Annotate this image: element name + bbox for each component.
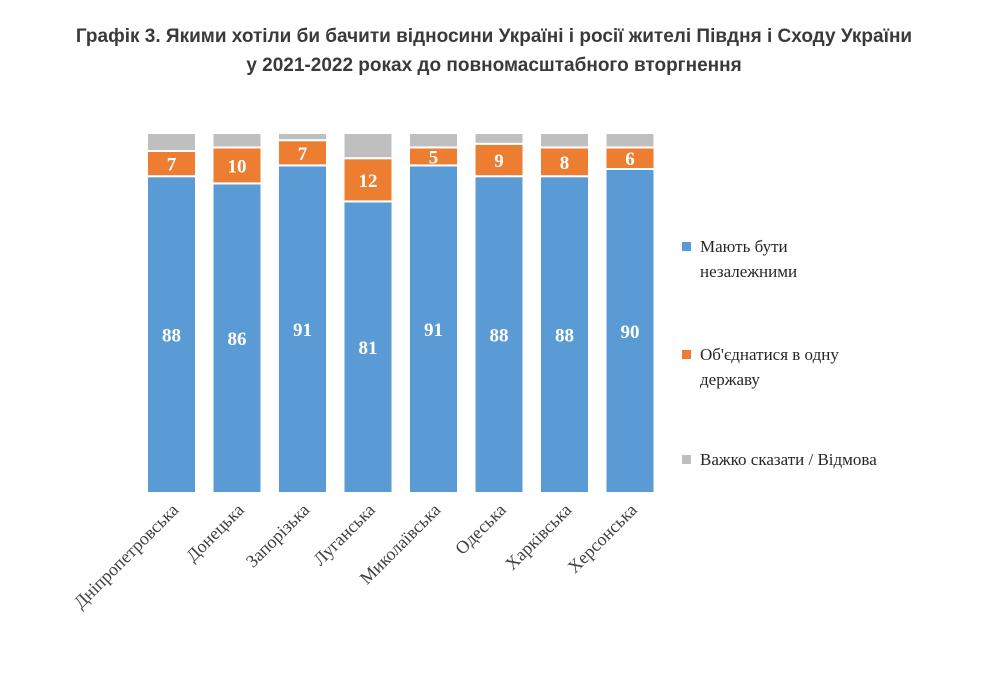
- bar-segment-3-6: [473, 132, 525, 145]
- legend-item-hard-to-say: Важко сказати / Відмова: [682, 447, 880, 472]
- data-label-2-7: 8: [560, 153, 570, 174]
- data-label-1-6: 88: [490, 326, 509, 347]
- bar-segment-3-1: [146, 132, 197, 152]
- chart-title-line-2: у 2021-2022 роках до повномасштабного вт…: [246, 55, 742, 76]
- data-label-2-6: 9: [494, 151, 504, 172]
- data-label-1-5: 91: [424, 320, 443, 341]
- data-label-2-5: 5: [429, 147, 439, 168]
- data-label-2-1: 7: [167, 155, 177, 176]
- legend-label-unite: Об'єднатися в одну державу: [700, 345, 839, 389]
- category-label-1: Дніпропетровська: [70, 500, 183, 613]
- category-label-4: Луганська: [309, 500, 379, 570]
- data-label-1-8: 90: [621, 322, 640, 343]
- legend-item-unite: Об'єднатися в одну державу: [682, 342, 880, 392]
- data-label-1-2: 86: [228, 329, 247, 350]
- legend-swatch-independent: [682, 242, 691, 251]
- category-label-8: Херсонська: [564, 500, 641, 577]
- category-label-6: Одеська: [451, 500, 510, 559]
- chart-title: Графік 3. Якими хотіли би бачити відноси…: [0, 22, 988, 80]
- bar-segment-3-7: [539, 132, 590, 149]
- data-label-1-7: 88: [555, 326, 574, 347]
- bar-segment-3-3: [277, 132, 328, 142]
- bar-segment-3-8: [604, 132, 656, 149]
- legend-swatch-unite: [682, 350, 691, 359]
- legend-label-hard-to-say: Важко сказати / Відмова: [700, 450, 877, 469]
- category-label-2: Донецька: [182, 500, 248, 566]
- bar-segment-1-2: [211, 182, 263, 494]
- data-label-2-4: 12: [359, 171, 378, 192]
- bar-segment-1-5: [408, 164, 459, 494]
- data-label-1-1: 88: [162, 326, 181, 347]
- bar-segment-2-1: [146, 150, 197, 178]
- category-label-3: Запорізька: [242, 500, 314, 572]
- data-label-1-3: 91: [293, 320, 312, 341]
- bar-segment-1-1: [146, 175, 197, 494]
- bar-segment-2-7: [539, 146, 590, 178]
- legend-label-independent: Мають бути незалежними: [700, 237, 798, 281]
- bar-segment-1-4: [342, 200, 394, 494]
- legend-swatch-hard-to-say: [682, 455, 691, 464]
- bar-segment-3-2: [211, 132, 263, 149]
- data-label-2-2: 10: [228, 156, 247, 177]
- bar-segment-2-4: [342, 157, 394, 203]
- data-label-1-4: 81: [359, 338, 378, 359]
- data-label-2-8: 6: [625, 149, 635, 170]
- bar-segment-3-5: [408, 132, 459, 149]
- legend-item-independent: Мають бути незалежними: [682, 234, 880, 284]
- bar-segment-3-4: [342, 132, 394, 160]
- chart-title-line-1: Графік 3. Якими хотіли би бачити відноси…: [75, 26, 913, 47]
- data-label-2-3: 7: [298, 144, 308, 165]
- bar-segment-1-7: [539, 175, 590, 494]
